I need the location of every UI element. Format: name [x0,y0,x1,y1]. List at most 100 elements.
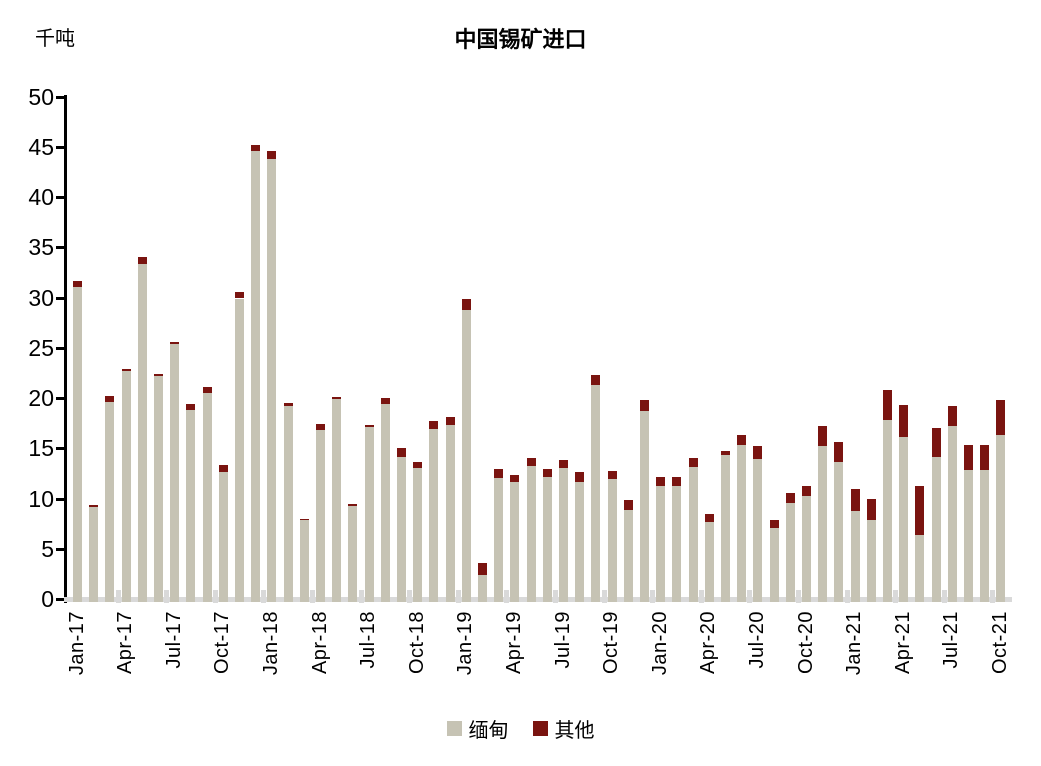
bar-segment-myanmar [559,468,568,602]
bar-segment-myanmar [137,264,147,602]
bar-segment-other [688,458,698,468]
bar-segment-myanmar [866,519,876,602]
bar-segment-other [980,445,990,471]
bar-segment-other [73,281,82,288]
x-minor-tick [504,590,510,603]
y-tick-mark [56,296,65,300]
x-tick-label: Jan-21 [843,611,866,676]
bar-segment-myanmar [105,402,115,602]
bar-segment-other [332,396,342,399]
bar-segment-other [397,448,406,458]
bar-segment-other [769,519,779,528]
y-tick-mark [56,547,65,551]
bar-segment-myanmar [688,467,698,602]
bar-segment-other [154,373,163,376]
x-minor-tick [795,590,801,603]
bar-segment-myanmar [964,470,973,602]
legend: 缅甸 其他 [0,714,1041,743]
bar-segment-other [753,446,763,460]
bar-segment-myanmar [73,287,82,602]
bar-segment-myanmar [785,502,795,602]
bar-segment-myanmar [526,466,536,602]
bar-segment-other [348,503,358,506]
x-minor-tick [650,590,656,603]
bar-segment-other [672,477,682,487]
bar-segment-myanmar [899,437,909,602]
bar-segment-other [364,425,374,428]
bar-segment-myanmar [510,482,520,602]
x-minor-tick [844,590,850,603]
legend-label-myanmar: 缅甸 [468,720,509,742]
y-tick-label: 40 [28,184,54,210]
bar-segment-other [899,405,909,438]
bar-segment-myanmar [316,430,325,602]
x-tick-label: Apr-20 [697,611,720,675]
x-axis-line [64,597,1012,602]
bar-segment-myanmar [947,426,957,602]
y-tick-label: 10 [28,485,54,512]
x-tick-label: Jan-20 [648,611,671,676]
bar-segment-myanmar [154,375,163,602]
bar-segment-other [283,403,293,407]
y-tick-mark [56,497,65,501]
bar-segment-other [461,298,471,310]
x-minor-tick [601,590,607,603]
bar-segment-other [785,493,795,503]
y-axis-line [64,94,67,603]
other-swatch-icon [532,721,548,736]
y-tick-label: 25 [28,334,54,361]
x-minor-tick [552,590,558,603]
bar-segment-other [721,451,730,456]
bar-segment-myanmar [348,505,358,602]
x-minor-tick [358,590,364,603]
bar-segment-myanmar [980,470,990,602]
x-tick-label: Jul-20 [745,611,768,669]
bar-segment-myanmar [704,521,714,602]
x-tick-label: Oct-17 [211,611,234,675]
x-minor-tick [164,590,170,603]
x-minor-tick [212,590,218,603]
bar-segment-myanmar [478,574,487,602]
bar-segment-other [947,406,957,427]
y-tick-label: 50 [28,83,54,110]
x-tick-label: Oct-20 [794,611,817,675]
bar-segment-other [866,498,876,520]
bar-segment-myanmar [818,446,828,602]
bar-segment-other [494,469,504,479]
y-tick-label: 20 [28,385,54,411]
bar-segment-other [510,475,520,483]
x-tick-label: Apr-19 [502,611,525,675]
bar-segment-myanmar [299,519,309,602]
bar-segment-other [413,462,423,469]
bar-segment-myanmar [802,496,811,602]
bar-segment-myanmar [494,478,504,602]
x-minor-tick [747,590,753,603]
y-tick-mark [56,95,65,99]
bar-segment-myanmar [850,510,860,602]
legend-item-other: 其他 [532,714,595,743]
bar-segment-myanmar [542,477,552,602]
bar-segment-myanmar [429,429,439,602]
bar-segment-myanmar [883,420,892,602]
bar-segment-other [964,445,973,471]
bar-segment-other [834,442,844,463]
x-minor-tick [990,590,996,603]
bar-segment-myanmar [656,486,666,602]
bar-segment-other [89,504,99,507]
bar-segment-myanmar [721,455,730,602]
bar-segment-other [656,477,666,487]
x-minor-tick [941,590,947,603]
bar-segment-myanmar [267,158,277,602]
bar-segment-myanmar [575,482,585,602]
bar-segment-other [218,465,228,473]
y-tick-label: 15 [28,435,54,462]
x-minor-tick [261,590,267,603]
bar-segment-myanmar [672,486,682,602]
bar-segment-myanmar [737,445,747,602]
bar-segment-other [915,486,925,535]
bar-segment-myanmar [834,462,844,602]
bar-segment-myanmar [89,506,99,602]
x-tick-label: Apr-18 [308,611,331,675]
x-tick-label: Jul-21 [940,611,963,669]
myanmar-swatch-icon [446,721,462,736]
